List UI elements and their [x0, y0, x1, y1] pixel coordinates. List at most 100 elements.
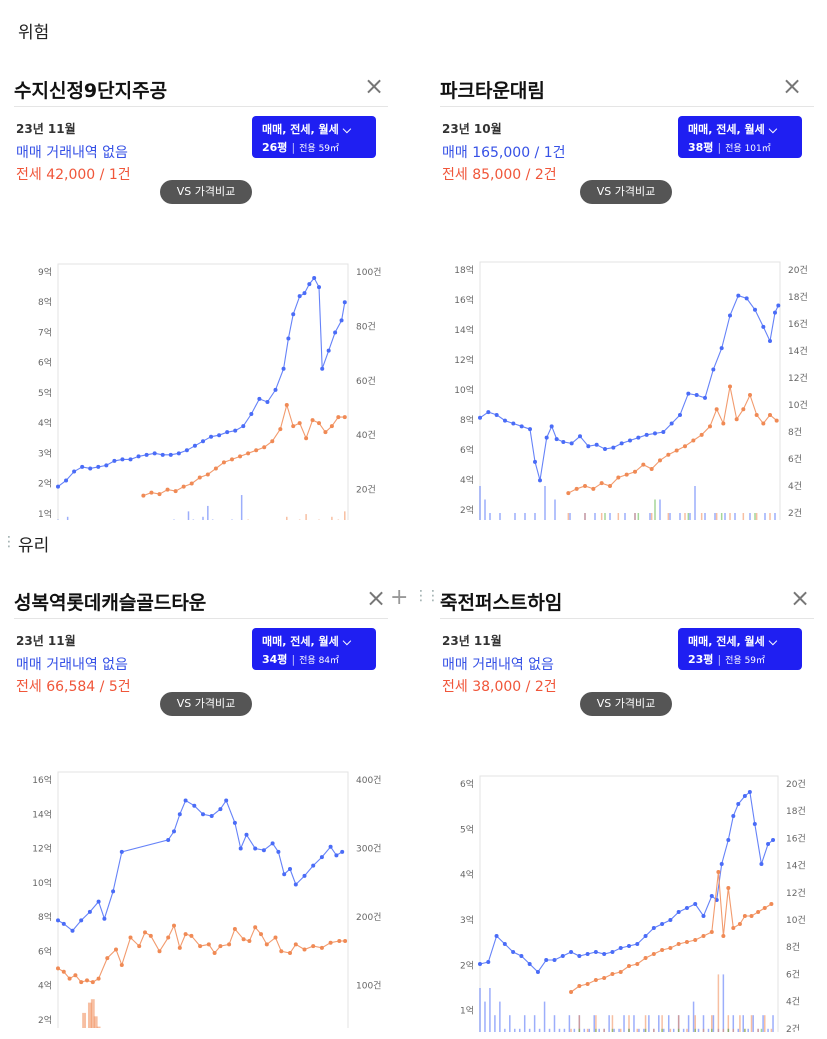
volume-bar-jeonse — [702, 1028, 705, 1032]
price-point-sale — [56, 918, 60, 923]
price-point-jeonse — [569, 990, 574, 994]
trade-type-selector[interactable]: 매매, 전세, 월세 ⌵ 23평 | 전용 59㎡ — [678, 628, 802, 670]
pyeong-value: 38평 — [688, 141, 714, 154]
price-chart: 02억4억6억8억10억12억14억16억0100건200건300건400건19… — [32, 771, 381, 1028]
volume-bar-rent — [644, 1028, 647, 1032]
price-point-sale — [578, 434, 582, 439]
volume-bar-sale — [774, 513, 776, 520]
price-point-jeonse — [166, 935, 171, 940]
trade-type-selector[interactable]: 매매, 전세, 월세 ⌵ 38평 | 전용 101㎡ — [678, 116, 802, 158]
apartment-title: 파크타운대림 — [440, 80, 545, 102]
volume-bar-sale — [583, 1028, 586, 1032]
vs-price-compare-button[interactable]: VS 가격비교 — [160, 692, 252, 716]
price-point-jeonse — [701, 934, 706, 938]
price-point-jeonse — [566, 491, 571, 496]
price-point-sale — [569, 441, 574, 446]
drag-handle-icon[interactable]: ⋮ — [2, 534, 16, 550]
volume-bar-sale — [538, 1028, 541, 1032]
price-point-sale — [201, 812, 205, 817]
apartment-title: 성복역롯데캐슬골드타운 — [14, 592, 207, 614]
y-left-tick: 16억 — [32, 774, 52, 786]
price-point-sale — [238, 846, 243, 851]
vs-price-compare-button[interactable]: VS 가격비교 — [160, 180, 252, 204]
volume-bar-sale — [489, 513, 491, 520]
volume-bar-rent — [628, 1028, 630, 1032]
volume-bar-jeonse — [764, 1015, 766, 1032]
close-icon[interactable]: × — [364, 72, 385, 100]
price-point-jeonse — [79, 980, 84, 985]
volume-bar-sale — [682, 1028, 685, 1032]
price-point-sale — [61, 921, 66, 926]
volume-bar-jeonse — [584, 513, 586, 520]
price-point-jeonse — [651, 952, 656, 956]
price-point-sale — [320, 366, 325, 371]
price-point-sale — [693, 902, 698, 906]
price-point-sale — [87, 909, 92, 914]
price-point-sale — [703, 395, 707, 400]
close-icon[interactable]: × — [366, 584, 387, 612]
volume-bar-jeonse — [717, 974, 720, 1032]
price-point-jeonse — [67, 976, 72, 981]
y-left-tick: 10억 — [32, 877, 52, 889]
close-icon[interactable]: × — [782, 72, 803, 100]
price-point-jeonse — [213, 466, 218, 471]
volume-bar-sale — [613, 1028, 615, 1032]
price-point-jeonse — [293, 942, 298, 947]
month-label: 23년 10월 — [442, 122, 502, 136]
price-point-sale — [736, 802, 741, 806]
volume-bar-sale — [724, 513, 726, 520]
price-point-sale — [628, 438, 632, 443]
price-line-jeonse — [568, 386, 778, 494]
price-point-sale — [265, 399, 270, 404]
y-right-tick: 16건 — [786, 833, 806, 844]
price-point-sale — [224, 798, 229, 803]
y-left-tick: 2억 — [460, 959, 474, 971]
volume-bar-sale — [643, 1028, 645, 1032]
y-right-tick: 200건 — [356, 912, 381, 923]
vs-price-compare-button[interactable]: VS 가격비교 — [580, 180, 672, 204]
price-point-sale — [176, 451, 181, 456]
price-point-sale — [288, 867, 292, 872]
y-right-tick: 14건 — [788, 346, 808, 357]
price-point-sale — [183, 798, 188, 803]
price-point-jeonse — [304, 436, 309, 441]
volume-bar-jeonse — [570, 1028, 572, 1032]
trade-type-selector[interactable]: 매매, 전세, 월세 ⌵ 26평 | 전용 59㎡ — [252, 116, 376, 158]
volume-bar-jeonse — [677, 1015, 680, 1032]
price-point-sale — [771, 838, 776, 842]
price-point-sale — [494, 412, 499, 417]
volume-bar-rent — [727, 1028, 730, 1032]
pyeong-value: 23평 — [688, 653, 714, 666]
volume-bar-rent — [637, 513, 640, 520]
volume-bar-sale — [772, 1015, 774, 1032]
price-point-jeonse — [616, 475, 621, 480]
price-point-sale — [709, 894, 714, 898]
price-point-jeonse — [633, 469, 637, 474]
vs-price-compare-button[interactable]: VS 가격비교 — [580, 692, 672, 716]
y-right-tick: 20건 — [788, 265, 808, 276]
price-point-jeonse — [583, 484, 587, 488]
volume-bar-sale — [494, 1015, 496, 1032]
apartment-card: 수지신정9단지주공 × 23년 11월 매매 거래내역 없음 전세 42,000 / 1… — [14, 72, 388, 520]
price-point-sale — [684, 906, 689, 910]
trade-type-selector[interactable]: 매매, 전세, 월세 ⌵ 34평 | 전용 84㎡ — [252, 628, 376, 670]
y-right-tick: 8건 — [788, 427, 802, 438]
volume-bar-sale — [553, 1015, 556, 1032]
price-point-sale — [759, 862, 764, 866]
volume-bar-jeonse — [634, 513, 636, 520]
volume-bar-sale — [573, 1028, 576, 1032]
price-point-jeonse — [302, 947, 307, 952]
close-icon[interactable]: × — [790, 584, 811, 612]
volume-bar-jeonse — [715, 513, 718, 520]
drag-handle-icon[interactable]: ⋮⋮ — [414, 588, 440, 604]
price-point-jeonse — [748, 393, 752, 398]
chevron-down-icon: ⌵ — [768, 635, 778, 648]
price-point-sale — [79, 918, 84, 923]
price-point-sale — [152, 451, 157, 456]
y-left-tick: 8억 — [38, 296, 52, 308]
price-point-jeonse — [734, 417, 739, 422]
volume-bar-jeonse — [87, 1002, 92, 1028]
add-icon[interactable]: + — [390, 585, 409, 610]
volume-bar-sale — [187, 511, 190, 520]
price-point-jeonse — [627, 964, 631, 968]
